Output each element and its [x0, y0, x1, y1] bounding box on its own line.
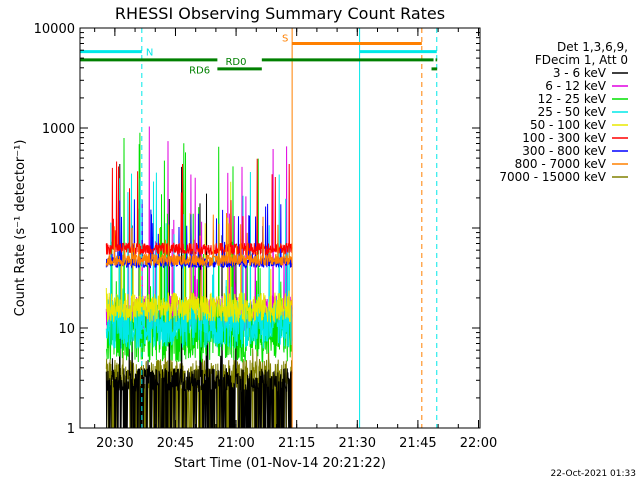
legend-label: 6 - 12 keV	[545, 79, 607, 93]
status-bars: N S RD0 RD6	[80, 34, 438, 76]
x-tick-label: 21:30	[339, 436, 376, 451]
series-line-100to300keV	[105, 158, 293, 257]
chart-title: RHESSI Observing Summary Count Rates	[115, 4, 445, 23]
legend-header: FDecim 1, Att 0	[535, 53, 628, 67]
timestamp: 22-Oct-2021 01:33	[551, 469, 636, 479]
axis-ticks: 1 10 100 1000 10000 20:30 20:45 21:00 21:15 21:30…	[34, 22, 498, 451]
x-tick-label: 20:45	[157, 436, 194, 451]
legend-label: 800 - 7000 keV	[515, 157, 607, 171]
legend-label: 3 - 6 keV	[553, 66, 607, 80]
annotation-rd0: RD0	[225, 57, 246, 68]
x-axis-label: Start Time (01-Nov-14 20:21:22)	[174, 456, 386, 471]
legend-header: Det 1,3,6,9,	[557, 40, 628, 54]
y-tick-label: 10	[58, 322, 75, 337]
series-line-3to6keV	[105, 163, 293, 429]
x-tick-label: 21:45	[399, 436, 436, 451]
annotation-n: N	[146, 48, 153, 59]
y-tick-label: 100	[50, 222, 75, 237]
annotation-rd6: RD6	[189, 65, 210, 76]
legend-label: 100 - 300 keV	[522, 131, 606, 145]
x-tick-label: 20:30	[96, 436, 133, 451]
legend-label: 12 - 25 keV	[538, 92, 607, 106]
y-tick-label: 1000	[42, 122, 75, 137]
x-tick-label: 21:00	[217, 436, 254, 451]
legend-label: 25 - 50 keV	[538, 105, 607, 119]
series-line-25to50keV	[105, 171, 293, 350]
y-axis-label: Count Rate (s⁻¹ detector⁻¹)	[13, 140, 28, 317]
legend-label: 50 - 100 keV	[530, 118, 607, 132]
y-tick-label: 10000	[34, 22, 75, 37]
series-line-800to7000keV	[105, 213, 293, 268]
series-line-50to100keV	[105, 181, 293, 323]
series-layer	[105, 126, 293, 429]
x-tick-label: 21:15	[278, 436, 315, 451]
legend-label: 300 - 800 keV	[522, 144, 606, 158]
legend-label: 7000 - 15000 keV	[499, 170, 606, 184]
annotation-s: S	[282, 34, 288, 45]
y-tick-label: 1	[67, 422, 75, 437]
x-tick-label: 22:00	[460, 436, 497, 451]
